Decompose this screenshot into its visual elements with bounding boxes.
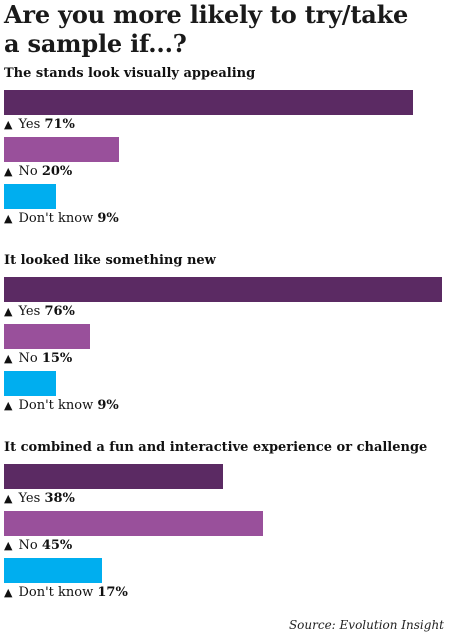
question-label: It combined a fun and interactive experi… — [4, 440, 428, 455]
question-label: The stands look visually appealing — [4, 66, 256, 81]
answer-label: No — [18, 351, 38, 366]
answer-label: No — [18, 164, 38, 179]
triangle-up-icon: ▲ — [4, 399, 13, 412]
triangle-up-icon: ▲ — [4, 305, 13, 318]
triangle-up-icon: ▲ — [4, 586, 13, 599]
chart-title: Are you more likely to try/take a sample… — [4, 0, 454, 58]
bar-don-t-know — [4, 558, 102, 583]
value-label: 9% — [97, 398, 119, 413]
bar-don-t-know — [4, 184, 56, 209]
bar-don-t-know — [4, 371, 56, 396]
answer-label: Don't know — [18, 211, 94, 226]
answer-label: Yes — [18, 304, 41, 319]
bar-yes — [4, 90, 413, 115]
value-label: 17% — [97, 585, 128, 600]
value-label: 45% — [41, 538, 73, 553]
bar-no — [4, 511, 263, 536]
bar-label: ▲ Don't know 9% — [4, 211, 119, 227]
answer-label: Don't know — [18, 398, 94, 413]
value-label: 9% — [97, 211, 119, 226]
triangle-up-icon: ▲ — [4, 352, 13, 365]
bar-label: ▲ Don't know 17% — [4, 585, 128, 601]
bar-label: ▲ No 45% — [4, 538, 72, 554]
value-label: 20% — [41, 164, 73, 179]
answer-label: Don't know — [18, 585, 94, 600]
answer-label: No — [18, 538, 38, 553]
value-label: 15% — [41, 351, 73, 366]
bar-label: ▲ No 20% — [4, 164, 72, 180]
bar-no — [4, 137, 119, 162]
bar-label: ▲ No 15% — [4, 351, 72, 367]
bar-label: ▲ Don't know 9% — [4, 398, 119, 414]
bar-label: ▲ Yes 76% — [4, 304, 75, 320]
bar-yes — [4, 464, 223, 489]
triangle-up-icon: ▲ — [4, 492, 13, 505]
bar-label: ▲ Yes 71% — [4, 117, 75, 133]
answer-label: Yes — [18, 491, 41, 506]
triangle-up-icon: ▲ — [4, 118, 13, 131]
chart-title-line-2: a sample if...? — [4, 29, 187, 58]
triangle-up-icon: ▲ — [4, 165, 13, 178]
value-label: 38% — [44, 491, 75, 506]
bar-no — [4, 324, 90, 349]
triangle-up-icon: ▲ — [4, 539, 13, 552]
source-note: Source: Evolution Insight — [288, 618, 444, 632]
triangle-up-icon: ▲ — [4, 212, 13, 225]
answer-label: Yes — [18, 117, 41, 132]
value-label: 71% — [44, 117, 75, 132]
bar-yes — [4, 277, 442, 302]
value-label: 76% — [44, 304, 75, 319]
chart-title-line-1: Are you more likely to try/take — [4, 0, 409, 29]
question-label: It looked like something new — [4, 253, 216, 268]
bar-label: ▲ Yes 38% — [4, 491, 75, 507]
